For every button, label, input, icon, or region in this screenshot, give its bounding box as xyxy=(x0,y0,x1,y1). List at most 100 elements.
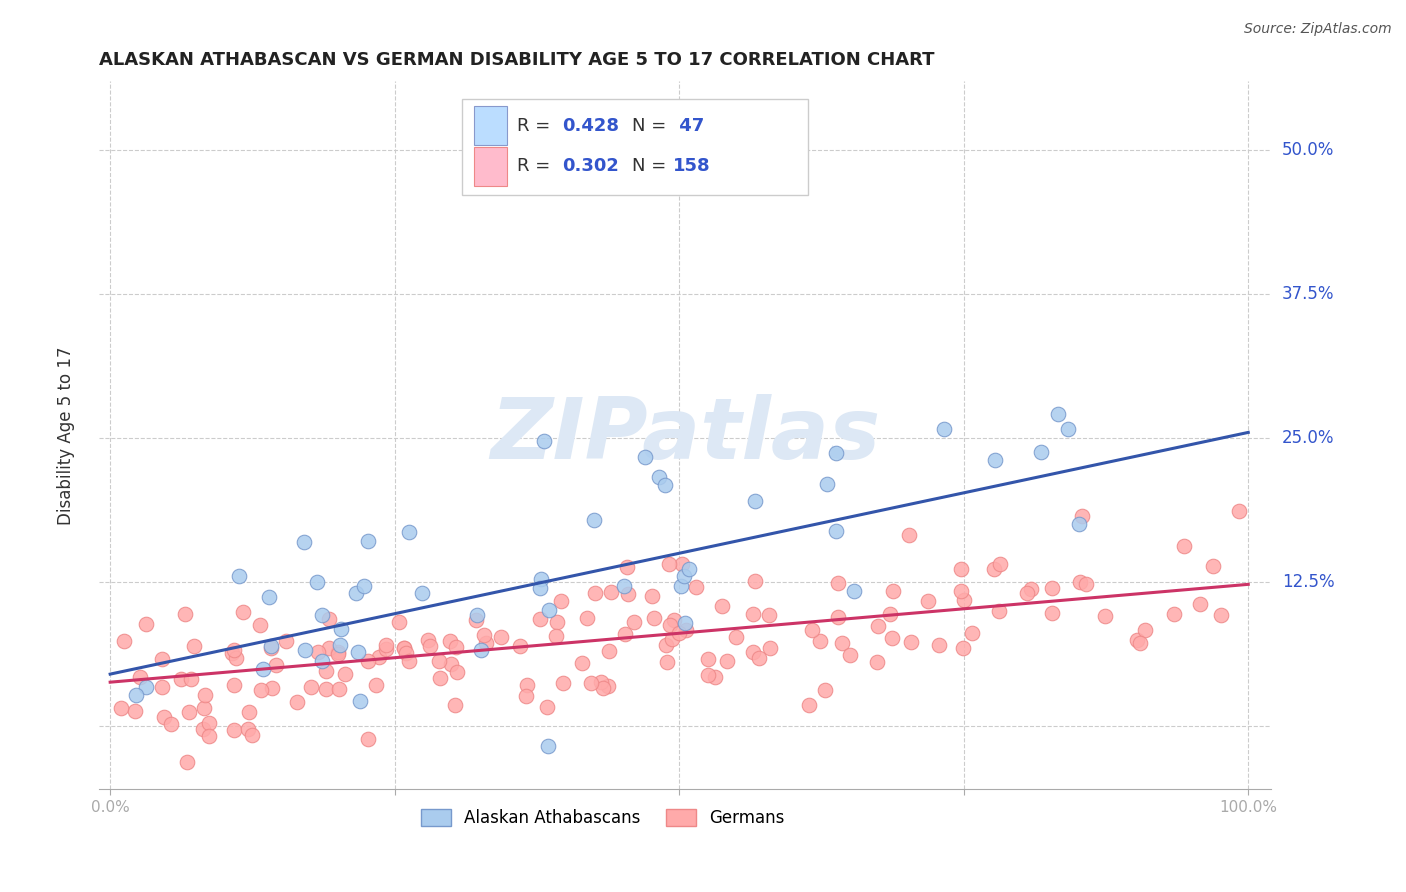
Point xyxy=(744,494,766,508)
Point xyxy=(160,717,183,731)
Point xyxy=(799,698,821,712)
Point xyxy=(1040,581,1063,595)
Text: N =: N = xyxy=(633,157,672,176)
Point xyxy=(394,640,416,655)
Point xyxy=(292,535,315,549)
Point xyxy=(866,655,889,669)
Point xyxy=(742,645,765,659)
Point xyxy=(150,680,173,694)
Point xyxy=(546,615,568,629)
Point xyxy=(329,638,352,652)
Point xyxy=(744,574,766,589)
Point xyxy=(307,645,329,659)
Point xyxy=(333,666,356,681)
Point xyxy=(315,682,337,697)
Point xyxy=(221,646,243,660)
Point xyxy=(398,524,420,539)
Point xyxy=(575,611,598,625)
Point xyxy=(616,560,638,574)
Point xyxy=(988,604,1011,618)
Point xyxy=(294,643,316,657)
Point xyxy=(716,654,738,668)
Point xyxy=(250,683,273,698)
Point xyxy=(1188,597,1211,611)
Point xyxy=(655,655,678,669)
Point xyxy=(318,612,340,626)
Point xyxy=(1133,623,1156,637)
Point xyxy=(550,594,572,608)
Point xyxy=(465,613,488,627)
Point xyxy=(1163,607,1185,622)
Point xyxy=(110,701,132,715)
Point xyxy=(598,644,620,658)
Point xyxy=(529,581,551,595)
Point xyxy=(675,623,697,637)
Point xyxy=(398,654,420,668)
Point xyxy=(879,607,901,622)
Point xyxy=(983,562,1005,576)
Point xyxy=(368,649,391,664)
FancyBboxPatch shape xyxy=(463,99,808,194)
Point xyxy=(416,633,439,648)
Point xyxy=(654,638,676,652)
Point xyxy=(1069,574,1091,589)
Point xyxy=(801,624,824,638)
Point xyxy=(668,626,690,640)
Point xyxy=(814,682,837,697)
Point xyxy=(685,581,707,595)
Point xyxy=(1126,632,1149,647)
Point xyxy=(124,704,146,718)
Point xyxy=(662,613,685,627)
Point xyxy=(949,562,972,576)
Point xyxy=(356,732,378,747)
Point xyxy=(932,422,955,436)
Point xyxy=(697,652,720,666)
Point xyxy=(285,695,308,709)
Point xyxy=(474,636,496,650)
Point xyxy=(827,609,849,624)
Point xyxy=(388,615,411,629)
Text: 25.0%: 25.0% xyxy=(1282,429,1334,447)
Point xyxy=(224,723,246,737)
Point xyxy=(641,589,664,603)
Point xyxy=(330,622,353,636)
Point xyxy=(419,639,441,653)
Point xyxy=(831,636,853,650)
Point xyxy=(465,608,488,623)
Point xyxy=(176,755,198,769)
Point xyxy=(1067,517,1090,532)
Point xyxy=(583,513,606,527)
Point xyxy=(152,709,174,723)
Point xyxy=(516,678,538,692)
Point xyxy=(882,584,904,599)
Point xyxy=(179,705,201,719)
Point xyxy=(671,557,693,571)
Point xyxy=(697,667,720,681)
Point xyxy=(1046,407,1069,421)
Point xyxy=(1057,422,1080,436)
Point xyxy=(658,557,681,571)
Text: R =: R = xyxy=(517,117,557,135)
Point xyxy=(193,701,215,715)
Point xyxy=(623,615,645,630)
Point xyxy=(1015,585,1038,599)
Point xyxy=(135,680,157,694)
Point xyxy=(344,586,367,600)
Point xyxy=(1074,576,1097,591)
Point xyxy=(866,619,889,633)
Point xyxy=(643,611,665,625)
Text: ZIPatlas: ZIPatlas xyxy=(489,393,880,477)
Text: 0.428: 0.428 xyxy=(562,117,619,135)
Point xyxy=(1229,503,1251,517)
Point xyxy=(252,662,274,676)
Point xyxy=(949,584,972,599)
Point xyxy=(815,476,838,491)
Point xyxy=(808,633,831,648)
Point xyxy=(673,616,696,631)
Point xyxy=(1031,445,1053,459)
Point xyxy=(328,681,350,696)
Point xyxy=(583,586,606,600)
Point xyxy=(613,579,636,593)
Point xyxy=(600,585,623,599)
Text: N =: N = xyxy=(633,117,672,135)
